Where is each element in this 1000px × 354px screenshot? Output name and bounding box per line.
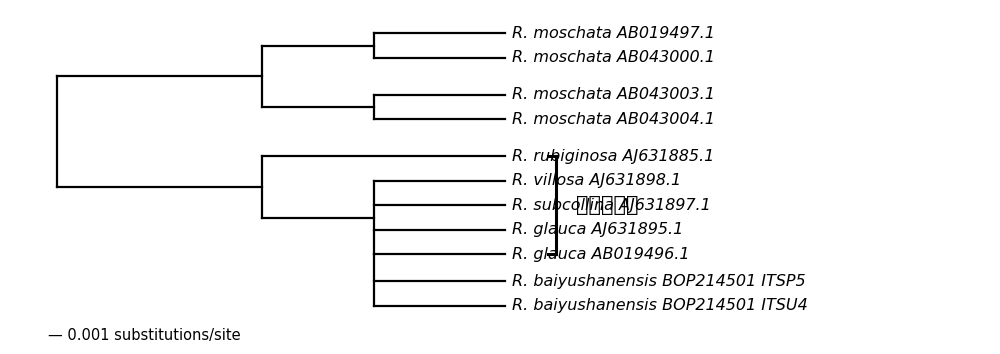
Text: R. subcollina AJ631897.1: R. subcollina AJ631897.1: [512, 198, 711, 213]
Text: R. glauca AJ631895.1: R. glauca AJ631895.1: [512, 222, 683, 237]
Text: R. villosa AJ631898.1: R. villosa AJ631898.1: [512, 173, 681, 188]
Text: R. moschata AB043004.1: R. moschata AB043004.1: [512, 112, 715, 127]
Text: R. baiyushanensis BOP214501 ITSU4: R. baiyushanensis BOP214501 ITSU4: [512, 298, 808, 313]
Text: R. moschata AB043000.1: R. moschata AB043000.1: [512, 50, 715, 65]
Text: R. rubiginosa AJ631885.1: R. rubiginosa AJ631885.1: [512, 149, 714, 164]
Text: R. glauca AB019496.1: R. glauca AB019496.1: [512, 247, 690, 262]
Text: R. baiyushanensis BOP214501 ITSP5: R. baiyushanensis BOP214501 ITSP5: [512, 274, 806, 289]
Text: R. moschata AB019497.1: R. moschata AB019497.1: [512, 26, 715, 41]
Text: — 0.001 substitutions/site: — 0.001 substitutions/site: [48, 328, 241, 343]
Text: 欧洲产物种: 欧洲产物种: [576, 195, 639, 215]
Text: R. moschata AB043003.1: R. moschata AB043003.1: [512, 87, 715, 102]
